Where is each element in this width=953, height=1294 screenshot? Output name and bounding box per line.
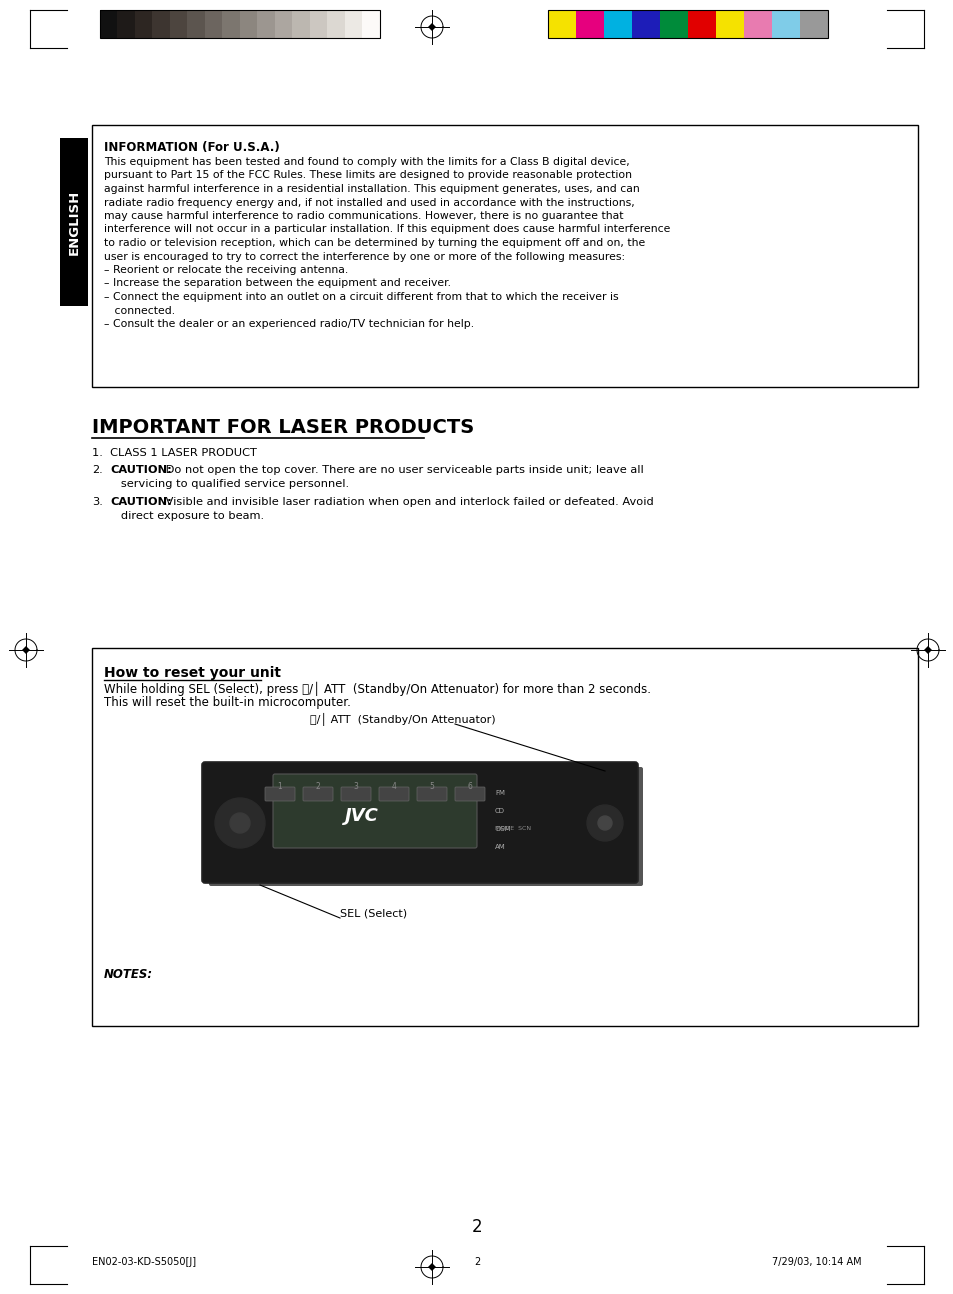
Text: connected.: connected. xyxy=(104,305,175,316)
Bar xyxy=(362,10,379,38)
Text: 1: 1 xyxy=(277,782,282,791)
Bar xyxy=(91,126,917,387)
Bar xyxy=(100,10,379,38)
Circle shape xyxy=(214,798,265,848)
Text: 4: 4 xyxy=(391,782,396,791)
Bar xyxy=(631,10,659,38)
Bar xyxy=(743,10,771,38)
Bar xyxy=(547,10,827,38)
Bar xyxy=(117,10,135,38)
Text: 2: 2 xyxy=(471,1218,482,1236)
Text: servicing to qualified service personnel.: servicing to qualified service personnel… xyxy=(110,479,349,489)
Text: CAUTION:: CAUTION: xyxy=(110,465,172,475)
Text: 2: 2 xyxy=(474,1256,479,1267)
Bar xyxy=(800,10,827,38)
Bar xyxy=(576,10,603,38)
Bar xyxy=(716,10,743,38)
Polygon shape xyxy=(22,646,30,653)
FancyBboxPatch shape xyxy=(378,787,409,801)
Text: SEL (Select): SEL (Select) xyxy=(339,908,407,917)
Bar xyxy=(771,10,800,38)
Bar xyxy=(687,10,716,38)
Circle shape xyxy=(598,817,612,829)
Text: radiate radio frequency energy and, if not installed and used in accordance with: radiate radio frequency energy and, if n… xyxy=(104,198,634,207)
Text: against harmful interference in a residential installation. This equipment gener: against harmful interference in a reside… xyxy=(104,184,639,194)
Bar xyxy=(274,10,293,38)
FancyBboxPatch shape xyxy=(202,762,638,883)
Text: Do not open the top cover. There are no user serviceable parts inside unit; leav: Do not open the top cover. There are no … xyxy=(162,465,643,475)
Text: NOTES:: NOTES: xyxy=(104,968,153,981)
Text: pursuant to Part 15 of the FCC Rules. These limits are designed to provide reaso: pursuant to Part 15 of the FCC Rules. Th… xyxy=(104,171,631,180)
Text: 6: 6 xyxy=(467,782,472,791)
FancyBboxPatch shape xyxy=(455,787,484,801)
Text: EN02-03-KD-S5050[J]: EN02-03-KD-S5050[J] xyxy=(91,1256,196,1267)
Bar xyxy=(100,10,117,38)
Bar xyxy=(659,10,687,38)
Bar xyxy=(257,10,274,38)
Text: While holding SEL (Select), press ⏻/│ ATT  (Standby/On Attenuator) for more than: While holding SEL (Select), press ⏻/│ AT… xyxy=(104,682,650,696)
Text: – Reorient or relocate the receiving antenna.: – Reorient or relocate the receiving ant… xyxy=(104,265,348,276)
FancyBboxPatch shape xyxy=(209,767,642,886)
FancyBboxPatch shape xyxy=(416,787,447,801)
Circle shape xyxy=(586,805,622,841)
Text: IMPORTANT FOR LASER PRODUCTS: IMPORTANT FOR LASER PRODUCTS xyxy=(91,418,474,437)
Text: JVC: JVC xyxy=(345,807,378,826)
Bar xyxy=(345,10,362,38)
Text: This equipment has been tested and found to comply with the limits for a Class B: This equipment has been tested and found… xyxy=(104,157,629,167)
Text: – Connect the equipment into an outlet on a circuit different from that to which: – Connect the equipment into an outlet o… xyxy=(104,292,618,302)
Text: – Increase the separation between the equipment and receiver.: – Increase the separation between the eq… xyxy=(104,278,451,289)
Text: may cause harmful interference to radio communications. However, there is no gua: may cause harmful interference to radio … xyxy=(104,211,623,221)
Bar xyxy=(547,10,576,38)
Text: INFORMATION (For U.S.A.): INFORMATION (For U.S.A.) xyxy=(104,141,279,154)
FancyBboxPatch shape xyxy=(303,787,333,801)
Polygon shape xyxy=(923,646,931,653)
Text: How to reset your unit: How to reset your unit xyxy=(104,666,281,681)
Text: ENGLISH: ENGLISH xyxy=(68,189,80,255)
Text: 2.: 2. xyxy=(91,465,103,475)
Bar xyxy=(603,10,631,38)
Text: user is encouraged to try to correct the interference by one or more of the foll: user is encouraged to try to correct the… xyxy=(104,251,624,261)
Bar xyxy=(293,10,310,38)
FancyBboxPatch shape xyxy=(340,787,371,801)
Bar xyxy=(135,10,152,38)
FancyBboxPatch shape xyxy=(265,787,294,801)
Text: 2: 2 xyxy=(315,782,320,791)
Text: AM: AM xyxy=(495,844,505,850)
Text: CD: CD xyxy=(495,807,504,814)
Bar xyxy=(188,10,205,38)
Text: MODE  SCN: MODE SCN xyxy=(495,826,531,831)
Bar xyxy=(170,10,188,38)
Circle shape xyxy=(230,813,250,833)
Text: interference will not occur in a particular installation. If this equipment does: interference will not occur in a particu… xyxy=(104,224,670,234)
Text: CAUTION:: CAUTION: xyxy=(110,497,172,507)
Bar xyxy=(60,138,88,305)
Bar xyxy=(327,10,345,38)
Text: Visible and invisible laser radiation when open and interlock failed or defeated: Visible and invisible laser radiation wh… xyxy=(162,497,653,507)
Polygon shape xyxy=(428,23,436,31)
Bar xyxy=(310,10,327,38)
FancyBboxPatch shape xyxy=(273,774,476,848)
Text: 1.  CLASS 1 LASER PRODUCT: 1. CLASS 1 LASER PRODUCT xyxy=(91,448,256,458)
Text: FM: FM xyxy=(495,791,504,796)
Text: to radio or television reception, which can be determined by turning the equipme: to radio or television reception, which … xyxy=(104,238,644,248)
Text: – Consult the dealer or an experienced radio/TV technician for help.: – Consult the dealer or an experienced r… xyxy=(104,320,474,329)
Text: direct exposure to beam.: direct exposure to beam. xyxy=(110,511,264,521)
Text: 7/29/03, 10:14 AM: 7/29/03, 10:14 AM xyxy=(772,1256,862,1267)
Bar xyxy=(91,648,917,1026)
Bar xyxy=(240,10,257,38)
Text: 3.: 3. xyxy=(91,497,103,507)
Bar xyxy=(205,10,222,38)
Polygon shape xyxy=(428,1263,436,1271)
Text: 5: 5 xyxy=(429,782,434,791)
Text: 3: 3 xyxy=(354,782,358,791)
Bar xyxy=(152,10,170,38)
Text: DSM: DSM xyxy=(495,826,510,832)
Bar xyxy=(222,10,240,38)
Text: ⏻/│ ATT  (Standby/On Attenuator): ⏻/│ ATT (Standby/On Attenuator) xyxy=(310,713,496,726)
Text: This will reset the built-in microcomputer.: This will reset the built-in microcomput… xyxy=(104,696,351,709)
